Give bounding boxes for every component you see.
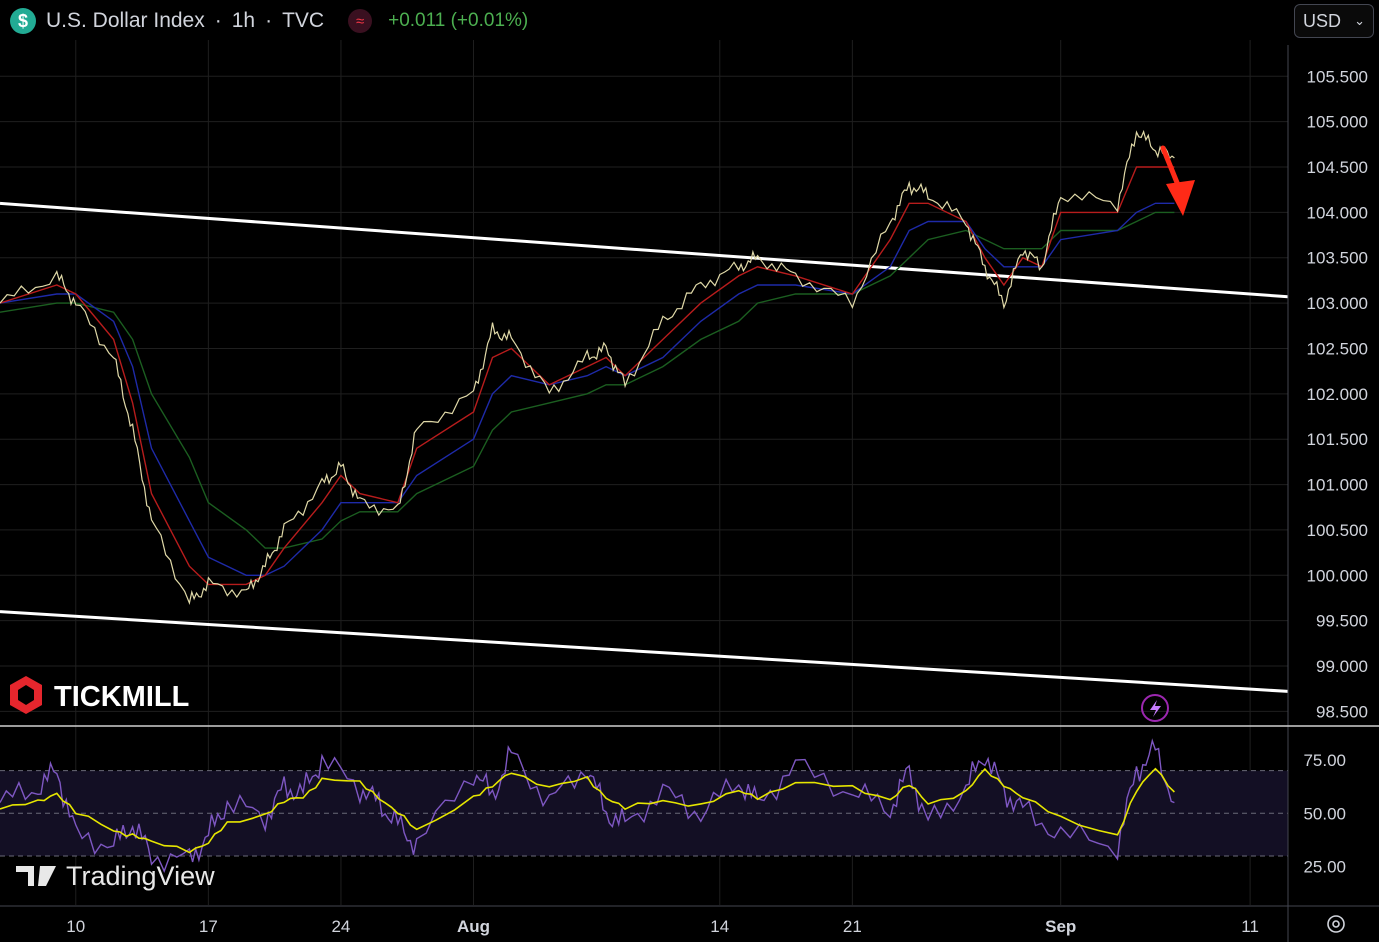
channel-lower-line [0, 610, 1289, 693]
y-tick-label: 98.500 [1316, 702, 1368, 721]
rsi-ma-line [0, 767, 1175, 854]
interval-label[interactable]: 1h [231, 9, 256, 32]
y-tick-label: 103.500 [1307, 249, 1368, 268]
x-tick-label: Aug [457, 917, 490, 936]
price-line [0, 129, 1175, 606]
price-change: +0.011 (+0.01%) [388, 10, 529, 31]
y-tick-label: 101.000 [1307, 476, 1368, 495]
chart-header: $ U.S. Dollar Index · 1h · TVC ≈ +0.011 … [10, 6, 528, 36]
x-tick-label: 17 [199, 917, 218, 936]
chart-grid [0, 40, 1288, 905]
rsi-tick-label: 75.00 [1303, 751, 1346, 770]
x-tick-label: 10 [66, 917, 85, 936]
y-tick-label: 99.000 [1316, 657, 1368, 676]
chevron-down-icon: ⌄ [1354, 13, 1365, 28]
x-tick-label: 14 [710, 917, 729, 936]
tradingview-logo-icon [16, 866, 34, 886]
ema-slow-line [0, 211, 1175, 549]
lightning-bolt [1150, 700, 1161, 717]
y-tick-label: 102.500 [1307, 339, 1368, 358]
rsi-tick-label: 25.00 [1303, 858, 1346, 877]
y-tick-label: 103.000 [1307, 294, 1368, 313]
tickmill-logo-inner [18, 685, 34, 705]
trend-channel [0, 201, 1289, 693]
rsi-line [0, 738, 1175, 873]
rsi-series [0, 738, 1175, 873]
x-tick-label: 24 [331, 917, 350, 936]
exchange-label: TVC [282, 9, 325, 32]
rsi-tick-label: 50.00 [1303, 804, 1346, 823]
currency-value: USD [1303, 10, 1342, 31]
chart-overlay: TICKMILL TradingView [10, 145, 1195, 891]
x-tick-label: 11 [1241, 917, 1259, 936]
tickmill-logo-text: TICKMILL [54, 681, 189, 713]
lightning-icon [1141, 694, 1169, 722]
arrow-head [1166, 180, 1195, 216]
ema-mid-line [0, 202, 1175, 576]
gear-icon[interactable] [1324, 912, 1348, 936]
header-separator: · [265, 9, 273, 32]
axes: 10 17 24 Aug 14 21 Sep 11 105.500 105.000 104.500 1… [0, 45, 1379, 942]
price-series [0, 129, 1175, 606]
y-tick-label: 104.500 [1307, 158, 1368, 177]
dollar-icon: $ [10, 8, 36, 34]
y-tick-label: 99.500 [1316, 612, 1368, 631]
rsi-pane-background [0, 770, 1288, 857]
y-tick-label: 105.500 [1307, 67, 1368, 86]
x-tick-label: Sep [1045, 917, 1076, 936]
y-tick-label: 104.000 [1307, 203, 1368, 222]
ema-fast-line [0, 166, 1175, 586]
y-tick-label: 100.000 [1307, 566, 1368, 585]
tradingview-logo-mark [38, 866, 56, 886]
symbol-title[interactable]: U.S. Dollar Index [46, 9, 205, 32]
y-tick-label: 105.000 [1307, 113, 1368, 132]
approx-icon[interactable]: ≈ [348, 9, 373, 33]
currency-select[interactable]: USD ⌄ [1294, 4, 1374, 38]
tradingview-logo-text: TradingView [66, 861, 215, 891]
x-tick-label: 21 [843, 917, 862, 936]
header-separator: · [214, 9, 222, 32]
y-tick-label: 101.500 [1307, 430, 1368, 449]
y-tick-label: 102.000 [1307, 385, 1368, 404]
y-tick-label: 100.500 [1307, 521, 1368, 540]
channel-upper-line [0, 201, 1289, 299]
